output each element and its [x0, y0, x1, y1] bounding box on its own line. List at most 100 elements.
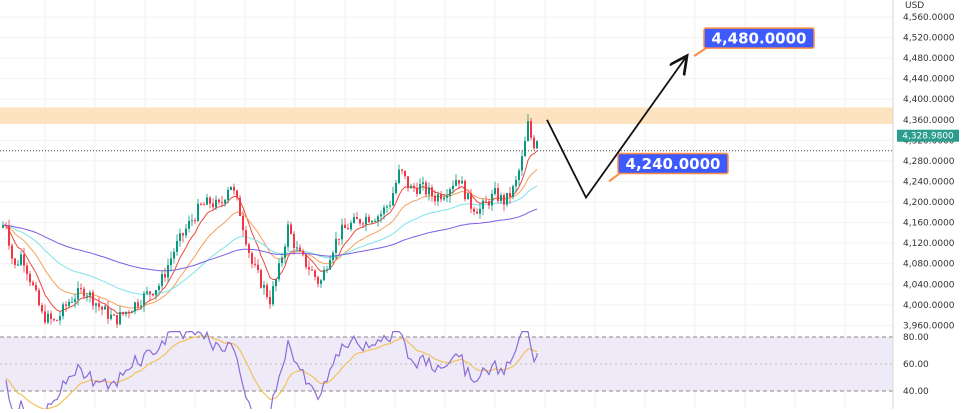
candle-body	[425, 182, 427, 195]
current-price-badge-bg	[897, 129, 959, 142]
candle-body	[359, 219, 361, 224]
target-high-label[interactable]: 4,480.0000	[693, 27, 815, 57]
price-axis-ticks[interactable]: 4,560.0000 4,520.0000 4,480.0000 4,440.0000…	[903, 13, 955, 331]
candle-body	[533, 137, 535, 149]
candle-body	[32, 282, 34, 286]
projection-path	[546, 57, 686, 200]
candle-body	[347, 228, 349, 230]
candle-body	[230, 186, 232, 190]
target-high-leader	[693, 47, 707, 57]
candle-body	[53, 319, 55, 321]
candle-body	[536, 141, 538, 149]
candle-body	[179, 233, 181, 242]
price-tick-label: 4,240.0000	[903, 177, 955, 187]
candle-body	[368, 216, 370, 223]
candle-body	[455, 180, 457, 186]
candle-body	[422, 182, 424, 184]
candle-body	[476, 211, 478, 214]
candle-body	[458, 180, 460, 184]
candle-body	[287, 224, 289, 247]
candle-body	[206, 197, 208, 205]
target-high-box	[703, 27, 815, 49]
candle-body	[38, 290, 40, 306]
candle-body	[98, 303, 100, 307]
candle-body	[338, 238, 340, 240]
candle-body	[449, 189, 451, 197]
price-tick-label: 4,000.0000	[903, 301, 955, 311]
candle-body	[143, 293, 145, 306]
candle-body	[221, 202, 223, 204]
candle-body	[308, 267, 310, 270]
candle-body	[101, 306, 103, 310]
candle-body	[320, 280, 322, 284]
candle-body	[233, 186, 235, 191]
candle-body	[248, 244, 250, 253]
currency-label: USD	[905, 1, 924, 11]
candle-body	[284, 246, 286, 258]
candle-body	[329, 260, 331, 270]
candle-body	[356, 217, 358, 220]
candle-body	[380, 214, 382, 217]
candle-body	[500, 194, 502, 201]
candle-body	[383, 207, 385, 215]
target-low-box	[617, 152, 729, 175]
price-scale-bg	[893, 0, 964, 409]
candle-body	[167, 265, 169, 278]
candle-body	[485, 200, 487, 202]
candle-body	[86, 295, 88, 297]
candle-body	[80, 287, 82, 289]
candle-body	[461, 180, 463, 184]
price-tick-label: 4,560.0000	[903, 13, 955, 23]
candle-body	[275, 279, 277, 287]
candle-body	[362, 223, 364, 225]
candle-body	[185, 228, 187, 236]
candle-body	[278, 263, 280, 280]
candle-body	[26, 265, 28, 274]
candle-body	[401, 169, 403, 171]
candle-body	[209, 197, 211, 204]
candle-body	[491, 193, 493, 206]
price-tick-label: 4,520.0000	[903, 34, 955, 44]
rsi-ma-line	[5, 335, 538, 411]
candle-body	[5, 225, 7, 227]
candle-body	[224, 199, 226, 204]
candle-body	[203, 204, 205, 206]
candle-body	[326, 269, 328, 271]
candle-body	[473, 208, 475, 212]
candle-body	[170, 258, 172, 266]
candle-body	[377, 216, 379, 221]
candle-body	[173, 251, 175, 259]
candle-body	[212, 203, 214, 208]
candle-body	[260, 270, 262, 288]
candle-body	[251, 252, 253, 264]
candle-body	[350, 222, 352, 230]
candle-body	[92, 292, 94, 306]
candle-body	[107, 306, 109, 319]
price-tick-label: 4,400.0000	[903, 95, 955, 105]
candle-body	[437, 194, 439, 202]
candle-body	[416, 188, 418, 194]
candle-body	[89, 292, 91, 296]
target-low-label[interactable]: 4,240.0000	[608, 152, 729, 183]
candle-body	[131, 311, 133, 313]
candle-body	[512, 186, 514, 197]
candle-body	[479, 208, 481, 214]
price-tick-label: 4,480.0000	[903, 54, 955, 64]
candle-body	[482, 200, 484, 209]
price-tick-label: 4,080.0000	[903, 260, 955, 270]
candle-body	[386, 206, 388, 208]
price-tick-label: 4,160.0000	[903, 219, 955, 229]
target-high-text: 4,480.0000	[712, 30, 807, 48]
rsi-axis-ticks: 80.00 60.00 40.00	[903, 333, 929, 397]
candle-body	[497, 188, 499, 201]
candle-body	[254, 263, 256, 265]
candle-body	[236, 190, 238, 198]
candle-body	[272, 286, 274, 305]
candle-body	[296, 247, 298, 249]
candle-body	[2, 225, 4, 228]
candle-body	[164, 274, 166, 278]
candle-body	[227, 189, 229, 200]
candle-body	[122, 311, 124, 315]
